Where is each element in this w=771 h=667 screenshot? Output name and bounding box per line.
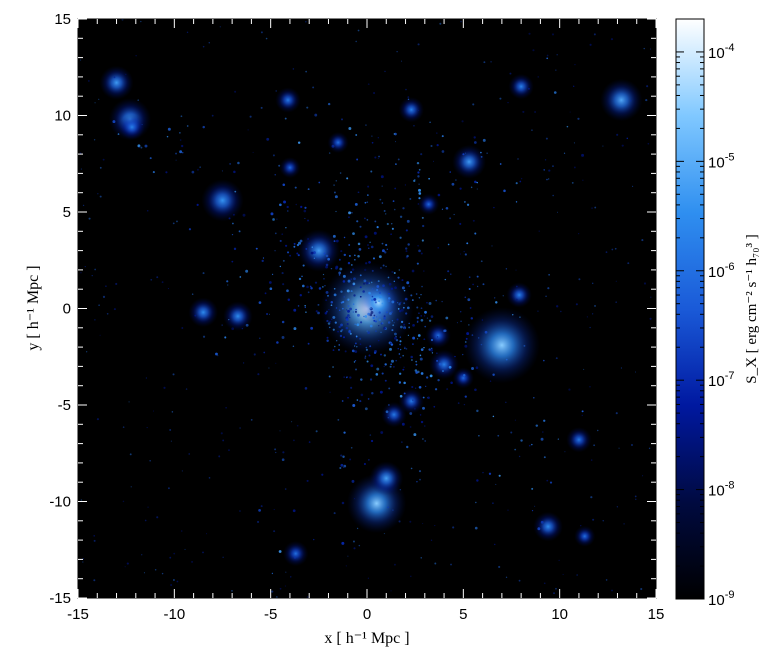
emission-source xyxy=(600,78,643,122)
x-tick-label: 15 xyxy=(648,606,665,623)
y-tick-label: 15 xyxy=(54,11,71,28)
emission-source xyxy=(279,157,301,179)
emission-source xyxy=(508,73,534,100)
emission-source xyxy=(425,322,452,349)
y-tick-label: -5 xyxy=(58,397,71,414)
y-tick-label: 10 xyxy=(54,108,71,125)
emission-source xyxy=(119,114,145,140)
x-tick-label: -5 xyxy=(264,606,277,623)
emission-source xyxy=(574,525,596,547)
x-tick-label: 10 xyxy=(551,606,568,623)
y-tick-label: 0 xyxy=(63,301,71,318)
colorbar xyxy=(675,18,705,600)
emission-source xyxy=(452,367,474,389)
emission-source xyxy=(188,297,219,328)
emission-source xyxy=(282,540,309,567)
y-tick-label: -15 xyxy=(49,590,71,607)
x-axis: -15 -10 -5 0 5 10 15 xyxy=(67,19,664,623)
colorbar-tick-label: 10-7 xyxy=(708,370,734,390)
emission-source xyxy=(429,349,459,380)
colorbar-tick-label: 10-4 xyxy=(708,42,734,62)
colorbar-label: S_X [ erg cm⁻² s⁻¹ h₇₀³ ] xyxy=(744,234,760,384)
emission-source xyxy=(327,131,349,154)
emission-source xyxy=(398,96,425,123)
y-axis: -15 -10 -5 0 5 10 15 xyxy=(49,11,656,607)
emission-source xyxy=(369,461,404,496)
x-axis-label: x [ h⁻¹ Mpc ] xyxy=(324,630,409,647)
x-tick-label: 0 xyxy=(363,606,371,623)
y-tick-label: -10 xyxy=(49,494,71,511)
emission-source xyxy=(381,401,407,428)
colorbar-axis: 10-9 10-8 10-7 10-6 10-5 10-4 xyxy=(676,18,734,609)
y-tick-label: 5 xyxy=(63,204,71,221)
emission-source xyxy=(463,307,541,384)
emission-source xyxy=(506,282,532,308)
colorbar-tick-label: 10-6 xyxy=(708,261,734,281)
emission-source xyxy=(99,65,134,100)
emission-source xyxy=(297,229,341,272)
emission-source xyxy=(566,427,592,453)
x-tick-label: 5 xyxy=(459,606,467,623)
emission-source xyxy=(418,193,440,215)
x-tick-label: -15 xyxy=(67,606,89,623)
colorbar-tick-label: 10-5 xyxy=(708,151,734,171)
colorbar-tick-label: 10-9 xyxy=(708,589,734,609)
emission-source xyxy=(223,301,253,332)
emission-source xyxy=(201,179,244,222)
x-tick-label: -10 xyxy=(163,606,185,623)
y-axis-label: y [ h⁻¹ Mpc ] xyxy=(25,265,42,350)
emission-source xyxy=(533,511,563,542)
colorbar-tick-label: 10-8 xyxy=(708,480,734,500)
emission-source xyxy=(398,388,425,414)
emission-source xyxy=(452,144,487,179)
emission-source xyxy=(275,87,301,113)
background-speckles xyxy=(79,19,652,598)
intensity-map xyxy=(79,19,652,598)
